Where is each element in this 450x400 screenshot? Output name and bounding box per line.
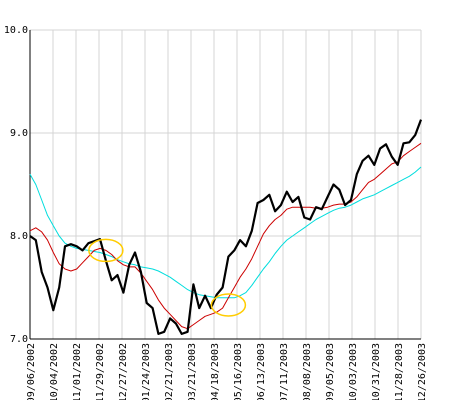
x-tick-label: 11/01/2002 (72, 343, 83, 400)
x-tick-label: 04/18/2003 (210, 343, 221, 400)
series-line-ma-long (29, 166, 422, 299)
y-axis: 7.0 8.0 9.0 10.0 (4, 25, 28, 345)
plot-frame (29, 30, 421, 340)
y-tick-label: 7.0 (10, 334, 28, 345)
x-tick-label: 10/04/2002 (49, 343, 60, 400)
x-tick-label: 06/13/2003 (256, 343, 267, 400)
series-line-price (29, 119, 423, 335)
x-tick-label: 08/08/2003 (302, 343, 313, 400)
series-line-ma-short (29, 142, 422, 330)
x-tick-label: 03/21/2003 (187, 343, 198, 400)
x-tick-label: 10/03/2003 (348, 343, 359, 400)
grid-layer (29, 29, 422, 340)
highlight-circle (88, 238, 124, 263)
x-tick-label: 11/29/2002 (95, 343, 106, 400)
y-tick-label: 10.0 (4, 25, 28, 36)
x-tick-label: 07/11/2003 (279, 343, 290, 400)
y-tick-label: 8.0 (10, 231, 28, 242)
series-layer (29, 119, 423, 335)
x-tick-label: 05/16/2003 (233, 343, 244, 400)
highlight-layer (88, 238, 247, 317)
x-tick-label: 01/24/2003 (141, 343, 152, 400)
x-tick-label: 10/31/2003 (371, 343, 382, 400)
x-tick-label: 11/28/2003 (394, 343, 405, 400)
highlight-circle (210, 293, 247, 317)
x-tick-label: 02/21/2003 (164, 343, 175, 400)
x-tick-label: 09/05/2003 (325, 343, 336, 400)
y-tick-label: 9.0 (10, 128, 28, 139)
x-tick-label: 12/26/2003 (417, 343, 428, 400)
x-tick-label: 09/06/2002 (26, 343, 37, 400)
x-tick-label: 12/27/2002 (118, 343, 129, 400)
x-axis: 09/06/2002 10/04/2002 11/01/2002 11/29/2… (26, 343, 428, 400)
